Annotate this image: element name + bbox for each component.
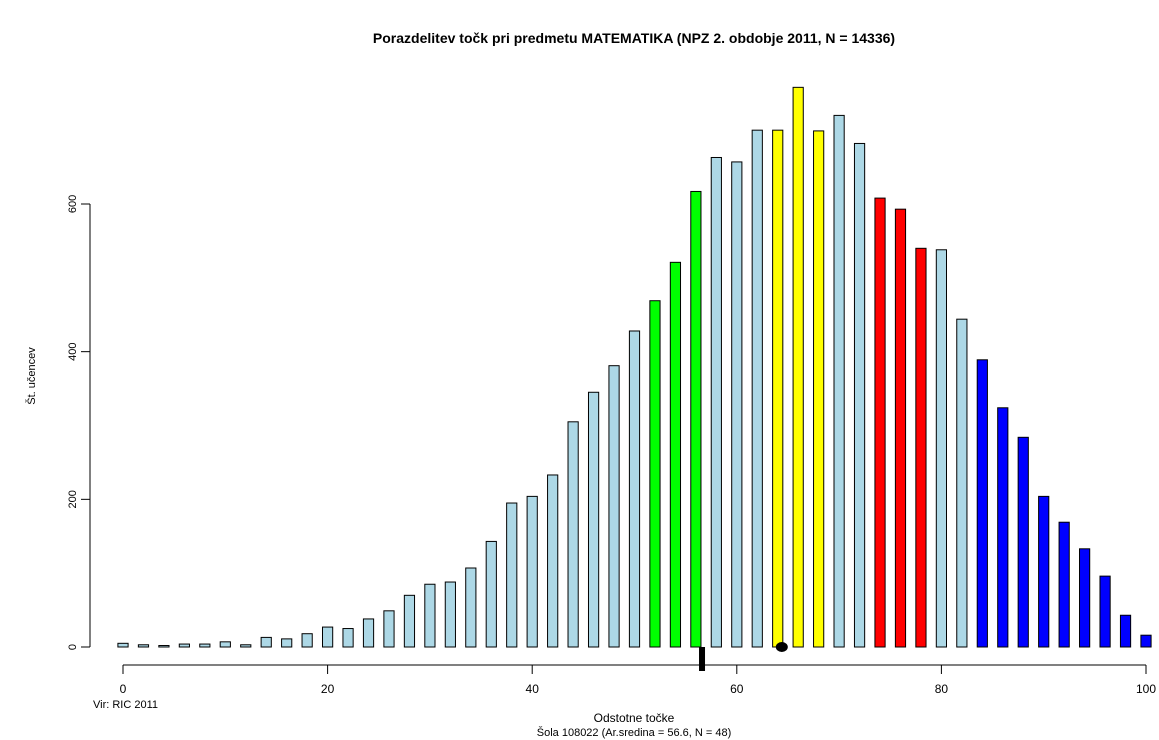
bar-52 [649,300,661,648]
bar-30 [424,583,436,648]
bar-90 [1038,495,1050,648]
bar-36 [485,540,497,648]
bar-48 [608,365,620,648]
bar-20 [322,626,334,648]
x-axis-sublabel: Šola 108022 (Ar.sredina = 56.6, N = 48) [537,726,731,739]
markers [699,642,788,671]
bar-18 [301,633,313,648]
y-ticks: 0 200 400 600 [67,195,90,650]
x-axis: 0 20 40 60 80 100 [120,664,1156,696]
bar-44 [567,421,579,648]
bar-84 [976,359,988,648]
bar-64 [772,129,784,648]
bar-8 [199,643,211,648]
bar-22 [342,628,354,648]
y-axis: 0 200 400 600 [67,195,91,650]
x-axis-label: Odstotne točke [594,711,675,725]
bar-66 [792,86,804,648]
bar-76 [894,208,907,648]
x-tick-label-40: 40 [526,682,540,696]
bar-10 [219,641,231,648]
bar-100 [1140,634,1152,648]
bar-14 [260,636,272,648]
bar-32 [444,581,456,648]
bar-0 [117,642,129,648]
bar-80 [935,249,947,648]
bars [117,86,1152,648]
bar-50 [628,330,641,648]
bar-92 [1058,521,1070,648]
bar-6 [178,643,190,648]
bar-28 [403,594,416,648]
bar-56 [690,190,702,648]
bar-16 [281,638,293,648]
y-tick-label-200: 200 [67,490,79,508]
bar-54 [669,261,682,648]
bar-94 [1079,548,1091,648]
bar-38 [506,502,518,648]
bar-2 [137,644,150,648]
y-tick-label-400: 400 [67,343,79,361]
y-axis-label: Št. učencev [25,347,38,405]
x-tick-label-60: 60 [730,682,744,696]
bar-26 [383,610,395,648]
bar-68 [813,130,825,648]
bar-58 [710,156,722,648]
bar-96 [1099,575,1111,648]
bar-70 [833,114,845,648]
bar-34 [465,567,477,648]
x-tick-label-100: 100 [1136,682,1156,696]
bar-98 [1119,614,1132,648]
x-tick-label-80: 80 [935,682,949,696]
chart-title: Porazdelitev točk pri predmetu MATEMATIK… [373,30,895,46]
bar-12 [240,644,252,648]
school-mean-marker [699,647,706,671]
bar-46 [587,391,600,648]
bar-62 [751,129,763,648]
y-tick-label-0: 0 [67,644,79,650]
bar-74 [874,197,886,648]
bar-72 [853,142,866,648]
y-tick-label-600: 600 [67,195,79,213]
bar-86 [997,407,1009,648]
bar-88 [1017,436,1029,648]
bar-60 [731,161,743,648]
bar-42 [547,474,559,648]
x-tick-label-0: 0 [120,682,127,696]
overall-mean-marker [775,642,788,652]
source-note: Vir: RIC 2011 [93,699,158,711]
bar-24 [362,618,375,648]
bar-40 [526,495,538,648]
x-ticks: 0 20 40 60 80 100 [120,665,1156,696]
bar-82 [956,318,968,648]
bar-4 [158,645,170,648]
bar-78 [915,247,927,648]
x-tick-label-20: 20 [321,682,335,696]
